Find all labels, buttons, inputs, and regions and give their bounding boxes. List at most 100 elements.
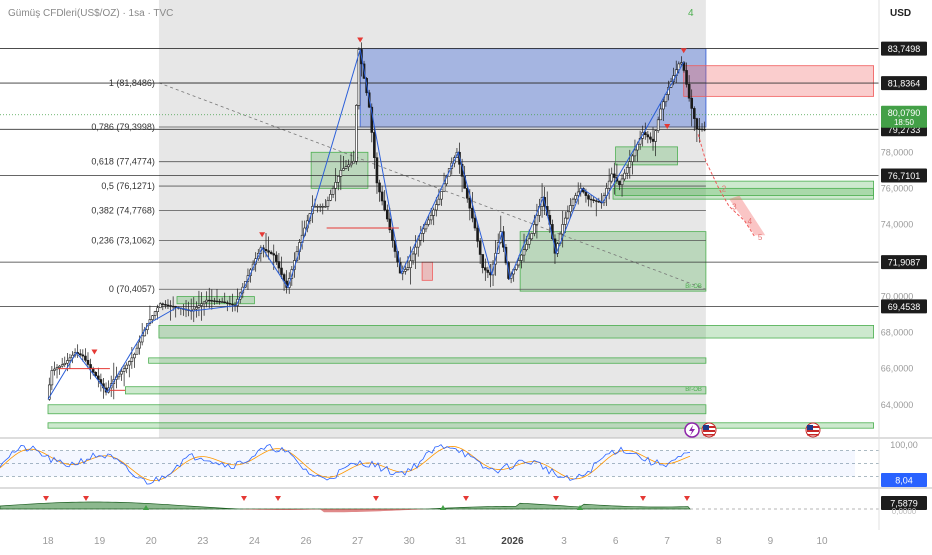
candle-body: [318, 206, 322, 208]
price-axis-tick: 64,0000: [881, 400, 914, 410]
time-axis-label: 3: [561, 536, 567, 547]
time-axis-label: 31: [455, 536, 467, 547]
chart-title: Gümüş CFDleri(US$/OZ) · 1sa · TVC: [8, 8, 173, 19]
candle-body: [86, 359, 90, 365]
candle-body: [125, 364, 128, 369]
candle-body: [535, 215, 539, 225]
candle-body: [592, 199, 595, 201]
time-axis-label: 23: [197, 536, 209, 547]
candle-body: [584, 191, 588, 196]
price-level-badge: [881, 41, 927, 56]
candle-body: [597, 201, 601, 203]
candle-body: [594, 200, 598, 202]
candle-body: [695, 118, 699, 130]
candle-body: [432, 209, 436, 216]
candle-body: [476, 227, 479, 242]
us-flag-icon[interactable]: [805, 422, 821, 438]
zigzag-line[interactable]: [47, 49, 685, 400]
candle-body: [427, 219, 430, 225]
demand-zone[interactable]: [125, 386, 707, 395]
demand-zone[interactable]: [47, 422, 874, 429]
lightning-icon[interactable]: [684, 422, 700, 438]
candle-body: [280, 267, 283, 275]
candle-body: [654, 130, 657, 142]
price-axis-tick: 68,0000: [881, 328, 914, 338]
candle-body: [468, 197, 472, 209]
stoch-value-badge: [881, 473, 927, 487]
candle-body: [138, 341, 141, 349]
sell-signal-marker: [664, 124, 671, 130]
candle-body: [574, 195, 577, 200]
candle-body: [140, 335, 144, 343]
candle-body: [633, 149, 637, 157]
candle-body: [158, 303, 162, 309]
time-axis-label: 6: [613, 536, 619, 547]
candle-body: [680, 62, 683, 65]
fib-trend-line[interactable]: [158, 82, 707, 290]
candle-body: [649, 136, 652, 140]
time-axis-label: 10: [816, 536, 828, 547]
osc-buy-marker: [440, 505, 446, 510]
currency-label: USD: [890, 8, 911, 19]
candle-body: [690, 97, 694, 109]
candle-body: [53, 368, 56, 371]
candle-body: [587, 195, 590, 200]
candle-body: [231, 303, 234, 306]
candle-body: [84, 355, 87, 361]
demand-zone[interactable]: [47, 404, 707, 415]
candle-body: [698, 128, 701, 130]
osc-negative-area[interactable]: [0, 509, 690, 513]
candle-body: [414, 246, 417, 255]
time-axis-label: 19: [94, 536, 106, 547]
candle-body: [404, 269, 407, 272]
candle-body: [68, 357, 72, 361]
demand-zone[interactable]: [176, 296, 255, 305]
demand-zone[interactable]: [615, 146, 678, 166]
stoch-k-line[interactable]: [0, 443, 691, 485]
demand-zone[interactable]: [612, 187, 875, 200]
osc-axis-bottom: 0,0000: [892, 507, 917, 516]
candle-body: [171, 305, 175, 308]
candle-body: [342, 168, 345, 171]
candle-body: [442, 183, 446, 192]
demand-zone[interactable]: [148, 357, 707, 364]
candle-body: [78, 353, 82, 356]
candle-body: [434, 204, 438, 211]
supply-zone[interactable]: [421, 261, 433, 281]
candle-body: [218, 301, 221, 303]
candle-body: [81, 354, 85, 357]
candle-body: [411, 253, 415, 262]
candle-body: [156, 307, 159, 312]
candle-body: [148, 319, 152, 324]
candle-body: [275, 254, 278, 262]
time-axis-label: 24: [249, 536, 261, 547]
candle-body: [50, 370, 54, 386]
stoch-band-fill: [0, 450, 855, 477]
candle-body: [527, 238, 531, 245]
time-axis-label: 27: [352, 536, 364, 547]
osc-sell-marker: [463, 496, 469, 501]
candle-body: [651, 138, 655, 142]
candle-body: [352, 160, 356, 164]
candle-body: [569, 205, 572, 213]
us-flag-icon[interactable]: [701, 422, 717, 438]
candle-body: [429, 215, 433, 221]
zone-label: Br-OB: [685, 284, 702, 290]
candle-body: [228, 303, 232, 305]
candle-body: [373, 132, 376, 158]
candle-body: [687, 83, 691, 99]
demand-zone[interactable]: [158, 325, 874, 339]
candle-body: [135, 347, 139, 355]
price-level-badge: [881, 255, 927, 270]
candle-body: [385, 209, 389, 220]
candle-body: [530, 233, 534, 240]
supply-zone[interactable]: [683, 65, 874, 97]
time-axis-label: 26: [300, 536, 312, 547]
current-price-badge: [881, 105, 927, 128]
fib-level-label: 0 (70,4057): [109, 284, 155, 294]
candle-body: [347, 164, 350, 168]
candle-body: [153, 311, 157, 316]
candle-body: [195, 307, 198, 310]
candle-body: [465, 188, 469, 199]
